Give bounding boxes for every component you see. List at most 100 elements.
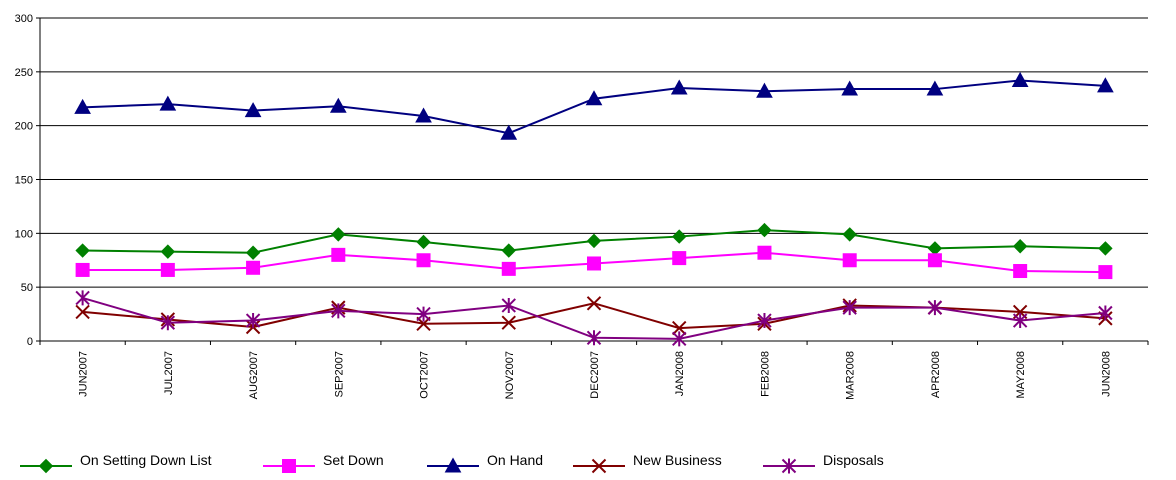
x-tick-label: JUN2008 xyxy=(1100,351,1112,397)
data-point xyxy=(672,331,687,347)
data-point xyxy=(74,98,91,114)
legend-label: Set Down xyxy=(323,452,384,468)
x-tick-label: NOV2007 xyxy=(504,351,516,399)
legend-item: On Hand xyxy=(427,452,543,473)
data-point xyxy=(245,245,261,260)
data-point xyxy=(160,315,176,331)
x-tick-label: APR2008 xyxy=(930,351,942,398)
data-point xyxy=(501,297,516,313)
data-point xyxy=(1013,264,1028,279)
data-point xyxy=(842,300,857,316)
legend-item: Set Down xyxy=(263,452,384,473)
data-point xyxy=(246,260,261,275)
data-point xyxy=(841,80,859,96)
x-tick-label: JUL2007 xyxy=(163,351,175,395)
data-point xyxy=(75,304,90,320)
series-lines xyxy=(74,71,1114,347)
data-point xyxy=(927,300,943,316)
data-point xyxy=(1097,77,1114,93)
x-tick-label: MAY2008 xyxy=(1015,351,1027,399)
y-tick-label: 300 xyxy=(15,13,33,25)
y-tick-label: 200 xyxy=(15,121,33,133)
data-point xyxy=(927,241,943,256)
legend-label: On Hand xyxy=(487,452,543,468)
data-point xyxy=(331,247,346,262)
data-point xyxy=(586,233,602,249)
x-tick-label: JUN2007 xyxy=(78,351,90,397)
x-tick-label: FEB2008 xyxy=(759,351,771,397)
data-point xyxy=(331,227,346,242)
data-point xyxy=(75,262,90,277)
x-tick-label: AUG2007 xyxy=(248,351,260,399)
data-point xyxy=(245,313,261,329)
data-point xyxy=(329,97,347,113)
data-point xyxy=(1098,305,1113,321)
series-on-hand xyxy=(74,71,1114,140)
series-on-setting-down-list xyxy=(75,222,1113,260)
data-point xyxy=(416,234,431,250)
legend-marker xyxy=(38,458,54,474)
data-point xyxy=(670,79,688,95)
x-tick-label: DEC2007 xyxy=(589,351,601,399)
legend-label: Disposals xyxy=(823,452,884,468)
data-point xyxy=(586,296,602,311)
data-point xyxy=(842,253,857,268)
data-point xyxy=(587,256,601,271)
data-point xyxy=(757,245,772,260)
legend-item: On Setting Down List xyxy=(20,452,212,474)
x-tick-label: MAR2008 xyxy=(845,351,857,400)
y-tick-label: 0 xyxy=(27,336,33,348)
data-point xyxy=(501,261,516,276)
data-point xyxy=(501,315,516,330)
data-point xyxy=(416,253,431,268)
data-point xyxy=(672,251,687,266)
data-point xyxy=(244,102,262,118)
legend-label: On Setting Down List xyxy=(80,452,212,468)
data-point xyxy=(159,95,177,111)
data-point xyxy=(160,244,176,259)
data-point xyxy=(1012,313,1028,329)
data-point xyxy=(757,222,772,238)
data-point xyxy=(757,313,772,329)
data-point xyxy=(842,227,857,242)
legend: On Setting Down List Set Down On Hand New B… xyxy=(20,452,884,474)
data-point xyxy=(1012,239,1028,254)
data-point xyxy=(1098,265,1113,280)
data-point xyxy=(415,107,432,123)
legend-item: Disposals xyxy=(763,452,884,474)
data-point xyxy=(756,82,773,98)
data-point xyxy=(75,290,90,306)
legend-marker xyxy=(781,458,797,474)
data-point xyxy=(672,229,687,244)
legend-item: New Business xyxy=(573,452,722,474)
x-tick-label: OCT2007 xyxy=(419,351,431,399)
data-point xyxy=(927,253,942,268)
data-point xyxy=(1098,241,1113,256)
y-tick-label: 250 xyxy=(15,67,33,79)
gridlines xyxy=(40,17,1148,288)
data-point xyxy=(416,306,431,322)
data-point xyxy=(501,243,516,258)
series-new-business xyxy=(75,296,1113,336)
data-point xyxy=(586,330,602,346)
x-tick-label: JAN2008 xyxy=(674,351,686,396)
series-line xyxy=(82,302,1106,330)
data-point xyxy=(1011,71,1029,87)
legend-marker xyxy=(282,459,296,473)
data-point xyxy=(585,90,603,106)
legend-marker xyxy=(591,458,607,474)
data-point xyxy=(926,80,944,96)
data-point xyxy=(500,124,518,140)
data-point xyxy=(672,320,687,336)
series-disposals xyxy=(75,290,1113,347)
data-point xyxy=(160,262,175,277)
x-tick-label: SEP2007 xyxy=(333,351,345,397)
data-point xyxy=(75,243,90,258)
y-tick-label: 100 xyxy=(15,228,33,240)
legend-marker xyxy=(444,457,462,473)
legend-label: New Business xyxy=(633,452,722,468)
data-point xyxy=(331,303,346,319)
y-tick-label: 150 xyxy=(15,175,33,187)
